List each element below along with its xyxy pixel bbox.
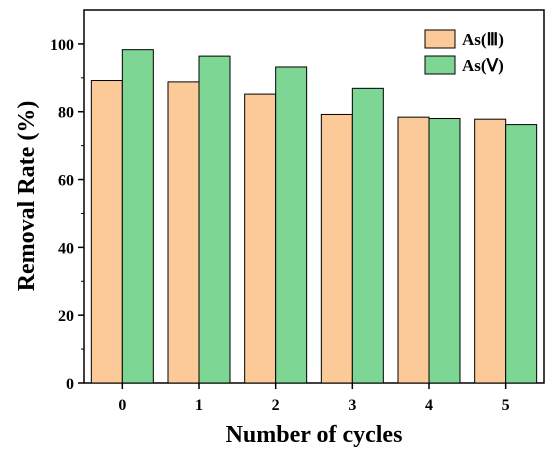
x-tick-label: 2 <box>272 397 280 414</box>
bar-series0-cat3 <box>320 113 353 384</box>
bar-series0-cat0 <box>90 80 123 384</box>
bar-series1-cat1 <box>198 55 231 384</box>
plot-frame <box>83 9 545 384</box>
legend-label-series0: As(Ⅲ) <box>462 30 504 49</box>
y-tick-label: 60 <box>58 173 74 190</box>
legend-label-series1: As(Ⅴ) <box>462 56 504 75</box>
bar-series0-cat4 <box>397 116 430 384</box>
bar-series1-cat4 <box>428 118 461 384</box>
x-tick-label: 1 <box>195 397 203 414</box>
x-tick-label: 0 <box>118 397 126 414</box>
y-tick-label: 100 <box>50 37 74 54</box>
y-tick-label: 40 <box>58 240 74 257</box>
y-tick-label: 0 <box>66 376 74 393</box>
bar-series1-cat5 <box>505 124 538 384</box>
y-axis: 0 20 40 60 80 100 <box>50 37 84 393</box>
bar-series0-cat2 <box>244 93 277 384</box>
x-axis: 0 1 2 3 4 5 <box>118 383 510 414</box>
y-tick-label: 20 <box>58 308 74 325</box>
bars-group <box>90 49 538 384</box>
x-axis-title: Number of cycles <box>226 422 403 448</box>
y-tick-label: 80 <box>58 105 74 122</box>
legend-swatch-series0 <box>424 29 456 49</box>
bar-series0-cat1 <box>167 81 200 384</box>
x-tick-label: 4 <box>425 397 433 414</box>
bar-series1-cat0 <box>121 49 154 384</box>
bar-series1-cat2 <box>275 66 308 384</box>
bar-series0-cat5 <box>474 118 507 384</box>
x-tick-label: 3 <box>348 397 356 414</box>
x-tick-label: 5 <box>502 397 510 414</box>
legend: As(Ⅲ) As(Ⅴ) <box>424 29 504 75</box>
bar-series1-cat3 <box>351 87 384 384</box>
legend-swatch-series1 <box>424 55 456 75</box>
y-axis-title: Removal Rate (%) <box>14 101 40 292</box>
